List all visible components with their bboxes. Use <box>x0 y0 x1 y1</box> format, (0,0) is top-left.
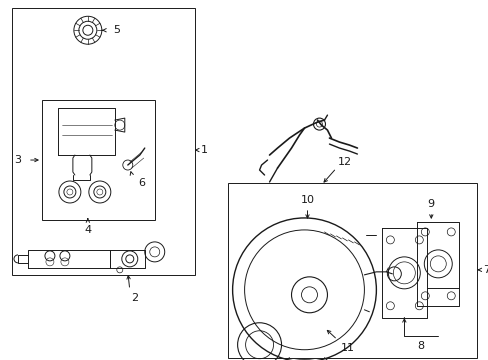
Text: 2: 2 <box>131 293 138 303</box>
Bar <box>227 183 476 358</box>
Text: 5: 5 <box>113 25 120 35</box>
Text: 1: 1 <box>201 145 208 155</box>
Text: 12: 12 <box>337 157 351 167</box>
Text: 8: 8 <box>417 341 424 351</box>
Text: 6: 6 <box>138 178 145 188</box>
Text: 10: 10 <box>300 195 314 205</box>
Text: 3: 3 <box>15 155 21 165</box>
Text: 9: 9 <box>427 199 434 209</box>
Bar <box>42 100 154 220</box>
Bar <box>12 8 194 275</box>
Text: 7: 7 <box>482 265 488 275</box>
Text: 11: 11 <box>340 343 354 353</box>
Text: 4: 4 <box>84 225 91 235</box>
